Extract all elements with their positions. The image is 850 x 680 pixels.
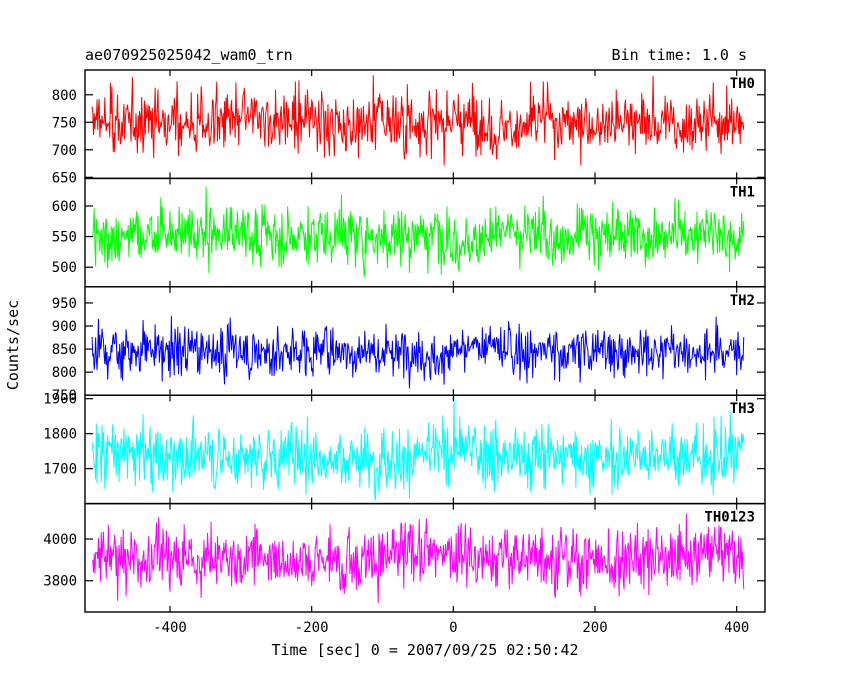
y-axis-label: Counts/sec [4, 300, 22, 390]
panel-th0123: TH0123 3800 4000 [43, 502, 766, 613]
chart-title: ae070925025042_wam0_trn [85, 46, 293, 64]
y-tick-label: 1800 [43, 427, 77, 443]
x-tick-label: -200 [295, 620, 329, 636]
x-tick-label: 200 [582, 620, 607, 636]
panel-label: TH2 [730, 293, 755, 309]
series-line-th0 [91, 75, 745, 166]
y-tick-label: 1900 [43, 392, 77, 408]
y-tick-label: 700 [52, 143, 77, 159]
panel-th2: TH2 750 800 850 900 950 [52, 286, 766, 404]
series-line-th1 [91, 186, 745, 277]
series-line-th2 [91, 315, 745, 389]
y-tick-label: 750 [52, 115, 77, 131]
series-line-th0123 [91, 513, 745, 604]
y-tick-label: 4000 [43, 532, 77, 548]
panels-group: TH0 650 700 750 800 TH1 500 550 600 TH2 750 800 850 9… [43, 69, 766, 636]
panel-th0: TH0 650 700 750 800 [52, 69, 766, 186]
y-tick-label: 600 [52, 199, 77, 215]
y-tick-label: 1700 [43, 462, 77, 478]
y-tick-label: 500 [52, 260, 77, 276]
x-tick-label: -400 [153, 620, 187, 636]
y-tick-label: 550 [52, 230, 77, 246]
x-axis-label: Time [sec] 0 = 2007/09/25 02:50:42 [271, 641, 578, 659]
y-tick-label: 800 [52, 365, 77, 381]
y-tick-label: 800 [52, 88, 77, 104]
bin-time-label: Bin time: 1.0 s [612, 46, 747, 64]
y-tick-label: 3800 [43, 574, 77, 590]
panel-frame [84, 502, 766, 613]
y-tick-label: 900 [52, 319, 77, 335]
panel-th3: TH3 1700 1800 1900 [43, 392, 766, 505]
panel-label: TH1 [730, 184, 755, 200]
y-tick-label: 850 [52, 342, 77, 358]
panel-th1: TH1 500 550 600 [52, 177, 766, 288]
x-tick-label: 400 [724, 620, 749, 636]
panel-label: TH0123 [704, 510, 755, 526]
panel-label: TH0 [730, 76, 755, 92]
y-tick-label: 750 [52, 388, 77, 404]
y-tick-label: 650 [52, 170, 77, 186]
series-line-th3 [91, 396, 745, 501]
y-tick-label: 950 [52, 296, 77, 312]
x-tick-label: 0 [449, 620, 457, 636]
panel-label: TH3 [730, 401, 755, 417]
